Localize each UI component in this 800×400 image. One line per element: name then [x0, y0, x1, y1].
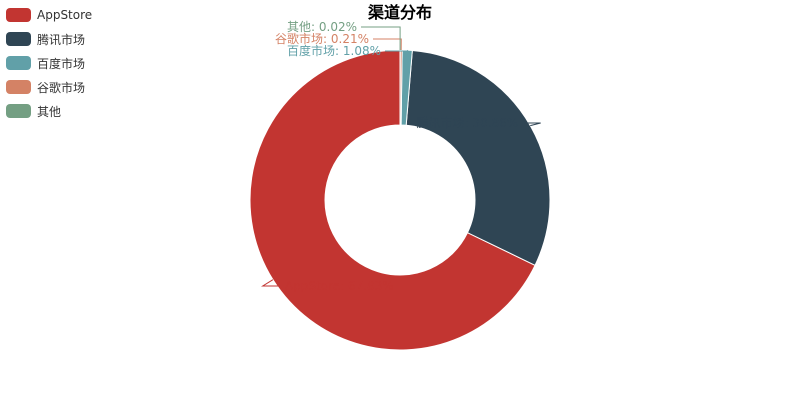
legend-item-1[interactable]: 腾讯市场 — [6, 27, 92, 51]
legend-label-2: 百度市场 — [37, 56, 86, 71]
legend-label-1: 腾讯市场 — [37, 32, 86, 47]
legend-item-4[interactable]: 其他 — [6, 99, 92, 123]
data-label-0: AppStore: 67.83% — [285, 279, 394, 293]
label-line-1 — [522, 122, 541, 127]
legend-item-2[interactable]: 百度市场 — [6, 51, 92, 75]
legend-swatch-4 — [6, 104, 31, 118]
chart-title: 渠道分布 — [368, 3, 432, 22]
legend-swatch-3 — [6, 80, 31, 94]
label-line-2 — [385, 49, 409, 52]
slices-layer — [249, 49, 551, 351]
legend-label-3: 谷歌市场 — [37, 80, 86, 95]
data-label-2: 百度市场: 1.08% — [287, 43, 381, 58]
legend-item-3[interactable]: 谷歌市场 — [6, 75, 92, 99]
label-line-3 — [373, 38, 402, 51]
data-label-4: 其他: 0.02% — [287, 20, 357, 34]
data-label-1: 腾讯市场: 30.86% — [417, 115, 519, 130]
legend-label-4: 其他 — [37, 104, 62, 119]
legend-swatch-2 — [6, 56, 31, 70]
slice-0[interactable] — [249, 49, 536, 351]
label-line-4 — [361, 26, 401, 51]
legend: AppStore 腾讯市场百度市场谷歌市场其他 — [6, 3, 92, 123]
legend-swatch-1 — [6, 32, 31, 46]
label-line-0 — [261, 279, 281, 287]
legend-swatch-0 — [6, 8, 31, 22]
data-label-3: 谷歌市场: 0.21% — [275, 31, 369, 46]
legend-item-0[interactable]: AppStore — [6, 3, 92, 27]
slice-1[interactable] — [405, 49, 551, 266]
labels-layer: AppStore: 67.83% 腾讯市场: 30.86% 百度市场: 1.08%谷… — [261, 20, 541, 293]
legend-label-0: AppStore — [37, 8, 93, 22]
